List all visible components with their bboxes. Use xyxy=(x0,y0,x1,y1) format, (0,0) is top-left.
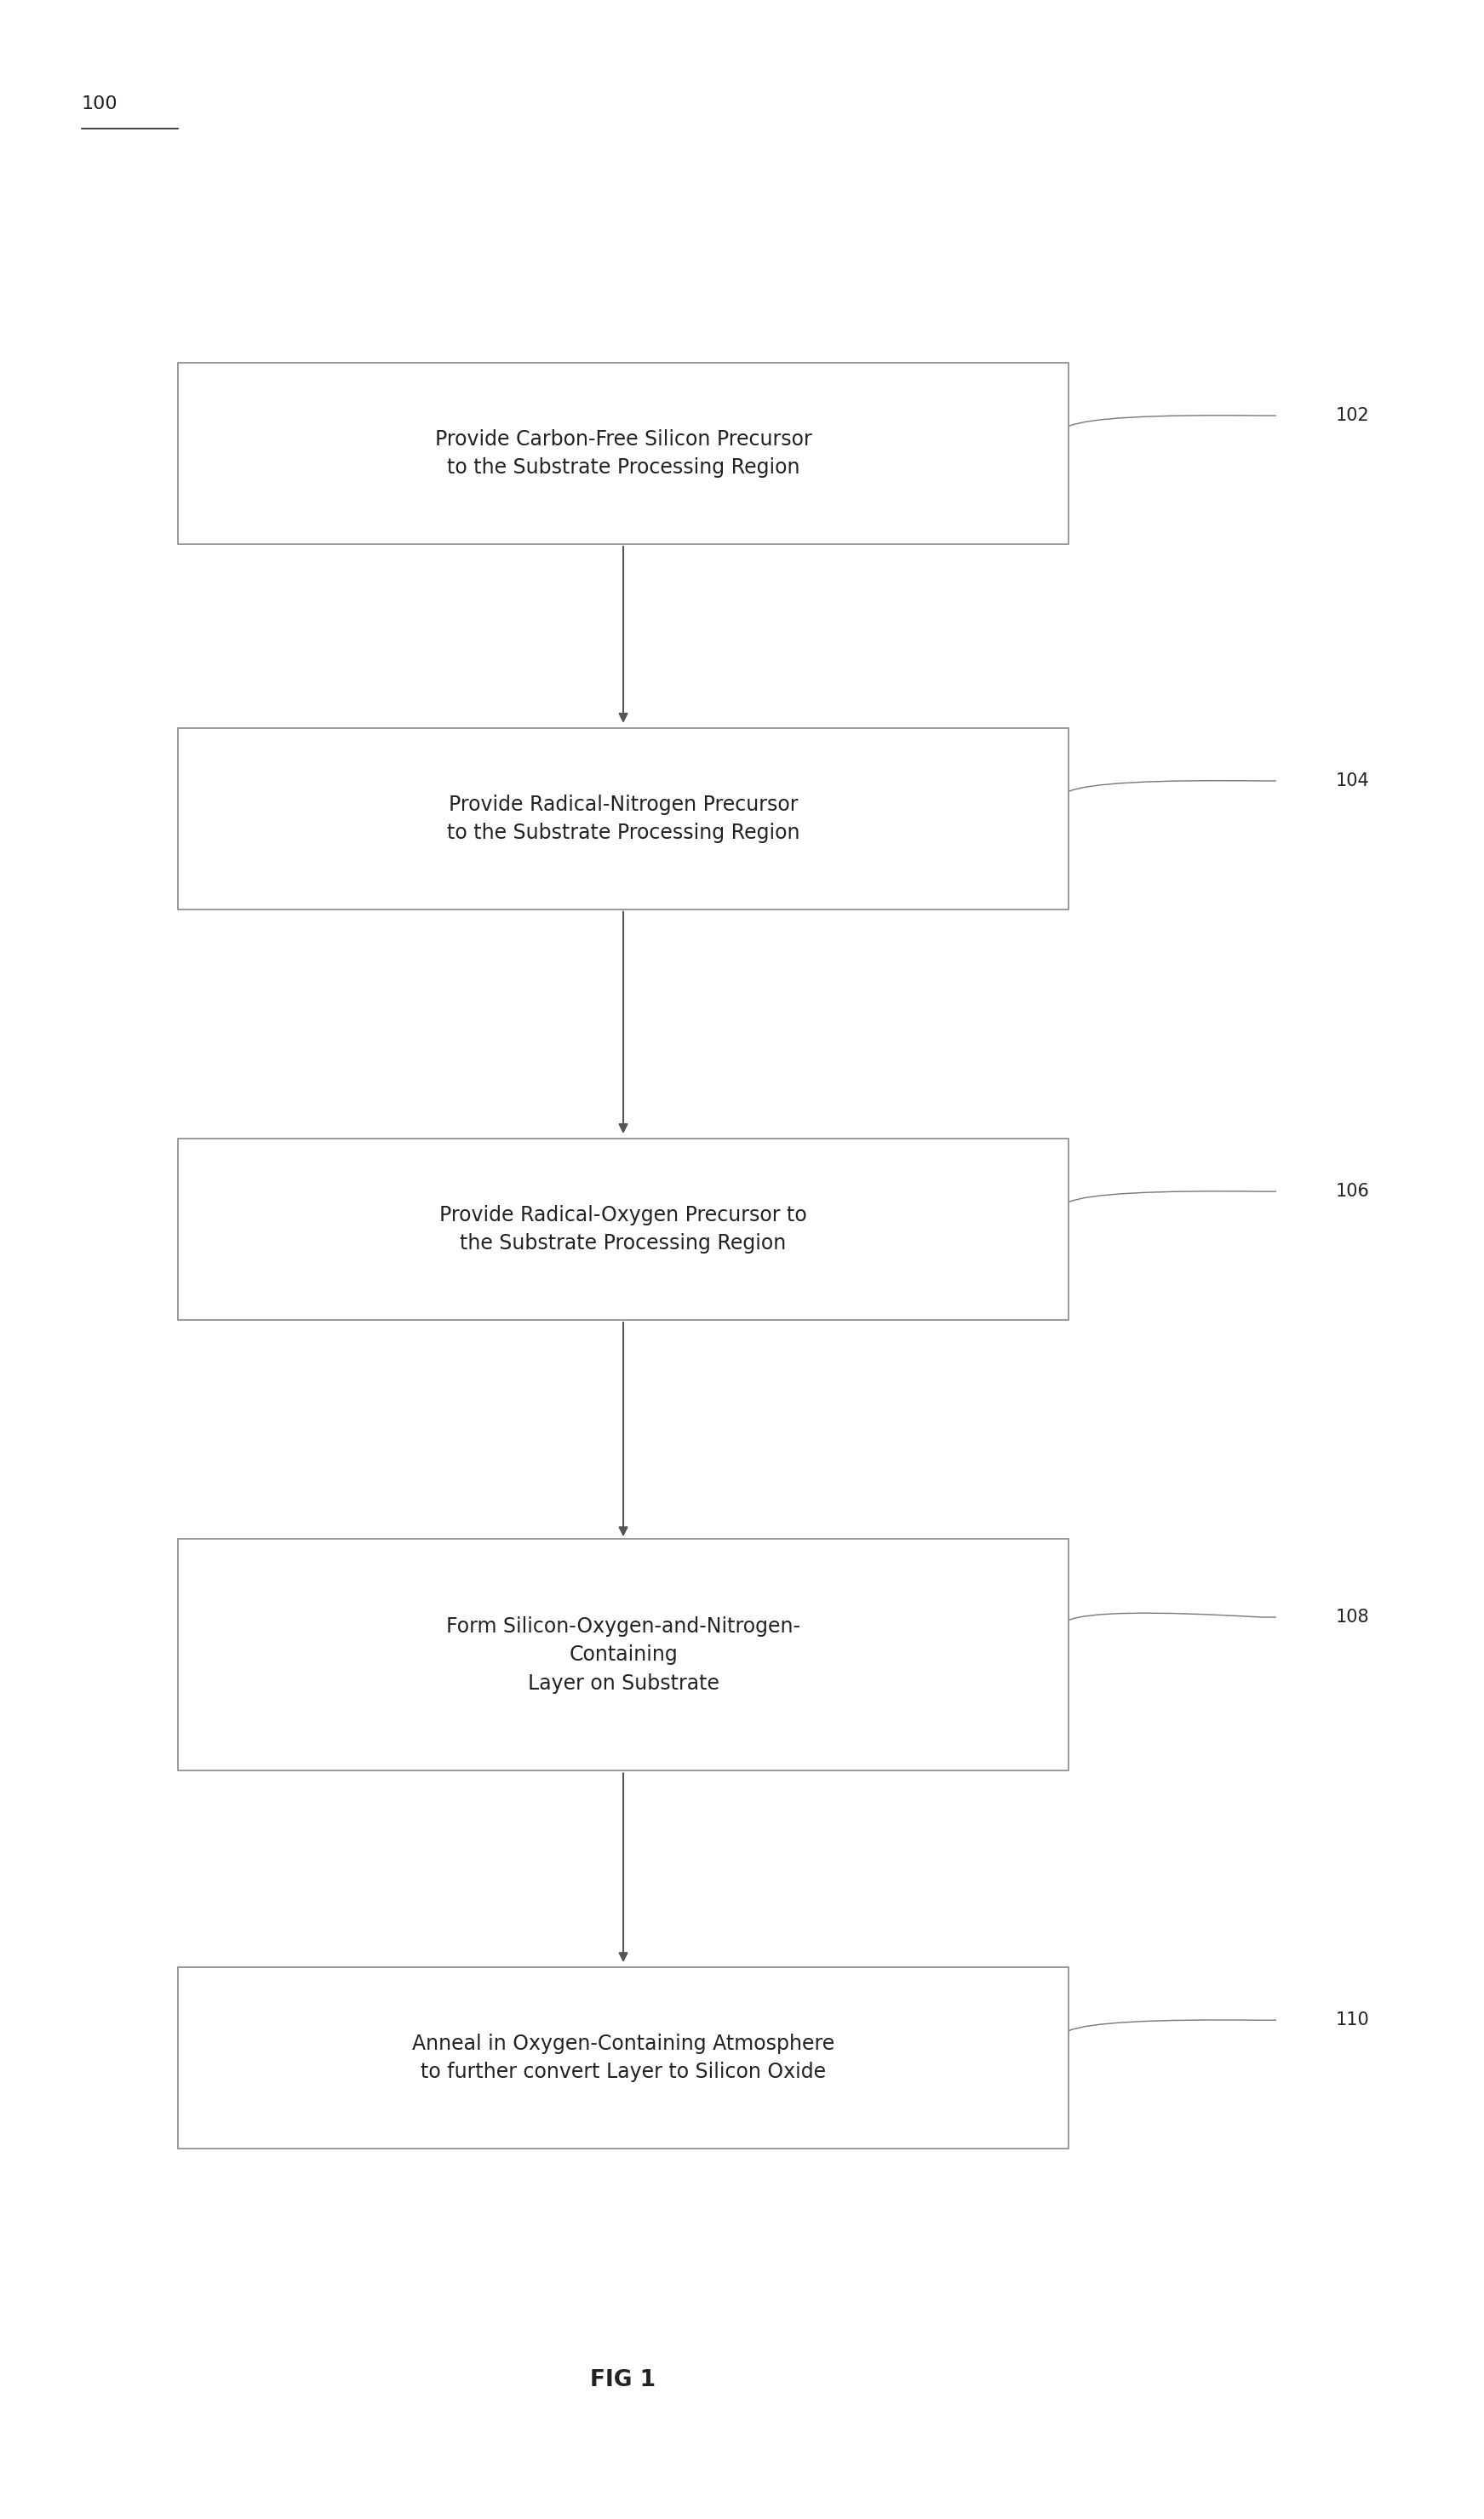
Text: 102: 102 xyxy=(1336,408,1370,423)
Text: FIG 1: FIG 1 xyxy=(591,2370,656,2391)
Text: Provide Carbon-Free Silicon Precursor
to the Substrate Processing Region: Provide Carbon-Free Silicon Precursor to… xyxy=(435,428,812,479)
Text: 110: 110 xyxy=(1336,2013,1370,2028)
FancyBboxPatch shape xyxy=(178,363,1068,544)
Text: 104: 104 xyxy=(1336,773,1370,788)
Text: 100: 100 xyxy=(82,96,117,113)
Text: Provide Radical-Nitrogen Precursor
to the Substrate Processing Region: Provide Radical-Nitrogen Precursor to th… xyxy=(447,793,800,844)
Text: Anneal in Oxygen-Containing Atmosphere
to further convert Layer to Silicon Oxide: Anneal in Oxygen-Containing Atmosphere t… xyxy=(413,2033,834,2083)
FancyBboxPatch shape xyxy=(178,728,1068,909)
FancyBboxPatch shape xyxy=(178,1139,1068,1320)
Text: Form Silicon-Oxygen-and-Nitrogen-
Containing
Layer on Substrate: Form Silicon-Oxygen-and-Nitrogen- Contai… xyxy=(447,1617,800,1693)
Text: Provide Radical-Oxygen Precursor to
the Substrate Processing Region: Provide Radical-Oxygen Precursor to the … xyxy=(439,1204,807,1254)
Text: 108: 108 xyxy=(1336,1610,1370,1625)
FancyBboxPatch shape xyxy=(178,1967,1068,2149)
Text: 106: 106 xyxy=(1336,1184,1370,1199)
FancyBboxPatch shape xyxy=(178,1539,1068,1771)
